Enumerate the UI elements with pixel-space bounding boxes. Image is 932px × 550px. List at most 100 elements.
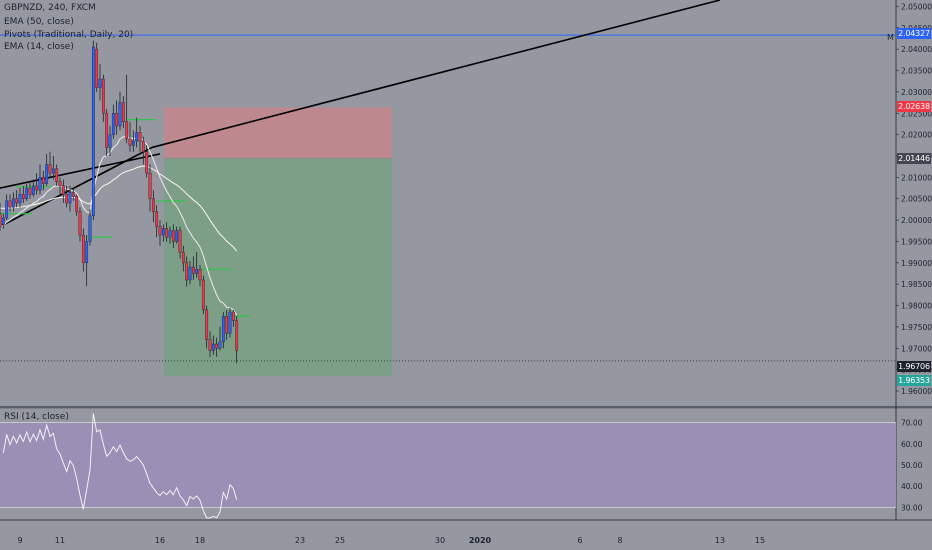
y-tick-label: 2.03500 (901, 67, 932, 76)
candle-body (105, 113, 109, 148)
y-tick-label: 2.02000 (901, 131, 932, 140)
candle-body (5, 200, 9, 219)
candle-body (21, 194, 25, 199)
candle-body (155, 211, 159, 227)
trendline-breakout (151, 0, 721, 149)
candle-body (121, 102, 125, 122)
candle-body (188, 266, 192, 281)
y-tick-label: 1.98000 (901, 302, 932, 311)
candle-body (68, 192, 72, 204)
x-tick-label: 23 (295, 536, 305, 545)
pane-separator (0, 406, 932, 409)
candle-body (28, 187, 32, 195)
candle-body (51, 168, 55, 174)
rsi-tick-label: 50.00 (901, 461, 923, 470)
y-tick-label: 1.99500 (901, 237, 932, 246)
candle-body (75, 196, 79, 212)
candle-body (111, 113, 115, 135)
take-profit-zone (164, 158, 392, 376)
candle-body (25, 187, 29, 199)
pivot-marker: M (887, 33, 894, 42)
rsi-line (2, 413, 238, 519)
candle-body (181, 251, 185, 264)
candle-body (211, 343, 215, 351)
x-tick-label: 2020 (469, 536, 492, 545)
x-tick-label: 30 (435, 536, 445, 545)
candle-body (118, 102, 122, 127)
candle-body (11, 198, 15, 208)
candle-body (165, 228, 169, 238)
y-tick-label: 2.03000 (901, 88, 932, 97)
x-tick-label: 9 (17, 536, 22, 545)
rsi-tick-label: 70.00 (901, 419, 923, 428)
y-tick-label: 2.00000 (901, 216, 932, 225)
y-tick-label: 2.04000 (901, 45, 932, 54)
candle-body (71, 192, 75, 197)
candle-body (175, 230, 179, 242)
rsi-tick-label: 40.00 (901, 482, 923, 491)
candle-body (65, 194, 69, 204)
candle-body (218, 341, 222, 349)
candle-body (58, 181, 62, 187)
x-tick-label: 16 (155, 536, 165, 545)
legend-symbol: GBPNZD, 240, FXCM (4, 3, 96, 13)
candle-body (145, 151, 149, 174)
candle-body (101, 78, 105, 114)
candle-body (41, 177, 45, 184)
candle-body (98, 78, 102, 88)
candle-body (108, 134, 112, 148)
candle-body (15, 198, 19, 204)
candle-body (8, 200, 12, 208)
candle-body (61, 185, 65, 195)
candle-body (235, 320, 239, 351)
candle-body (141, 140, 145, 152)
candle-body (178, 230, 182, 253)
badge-stop: 2.02638 (897, 101, 931, 112)
candle-body (1, 217, 5, 225)
y-tick-label: 2.02500 (901, 109, 932, 118)
y-tick-label: 2.05000 (901, 2, 932, 11)
y-tick-label: 2.00500 (901, 195, 932, 204)
candle-body (151, 198, 155, 212)
badge-target: 1.96353 (897, 375, 931, 386)
stop-loss-zone (164, 107, 392, 159)
candle-body (191, 266, 195, 274)
candle-body (128, 138, 132, 146)
y-tick-label: 1.97000 (901, 344, 932, 353)
candle-body (48, 164, 52, 174)
badge-last: 1.96706 (897, 361, 931, 372)
candle-body (201, 279, 205, 311)
x-tick-label: 15 (755, 536, 765, 545)
candle-body (158, 226, 162, 236)
x-tick-label: 8 (617, 536, 622, 545)
candle-body (195, 269, 199, 274)
ema-50-line (0, 165, 238, 252)
candle-body (38, 177, 42, 191)
candle-body (131, 140, 135, 146)
candle-body (135, 132, 139, 142)
candle-body (225, 316, 229, 334)
candle-body (81, 234, 85, 264)
y-tick-label: 1.99000 (901, 259, 932, 268)
x-tick-label: 6 (577, 536, 582, 545)
candle-body (18, 194, 22, 204)
legend-rsi: RSI (14, close) (4, 412, 69, 422)
candle-body (55, 168, 59, 182)
candle-body (148, 172, 152, 199)
rsi-tick-label: 60.00 (901, 440, 923, 449)
ema-14-line (0, 136, 238, 316)
candle-body (208, 339, 212, 351)
y-tick-label: 1.96000 (901, 387, 932, 396)
candle-body (78, 211, 82, 236)
candle-body (221, 316, 225, 343)
candle-body (95, 48, 99, 88)
candle-body (0, 213, 2, 227)
rsi-band-fill (0, 422, 896, 508)
y-tick-label: 2.01000 (901, 173, 932, 182)
candle-body (198, 269, 202, 281)
candle-body (205, 309, 209, 340)
candle-body (91, 46, 95, 217)
x-tick-label: 13 (715, 536, 725, 545)
candle-body (35, 185, 39, 191)
